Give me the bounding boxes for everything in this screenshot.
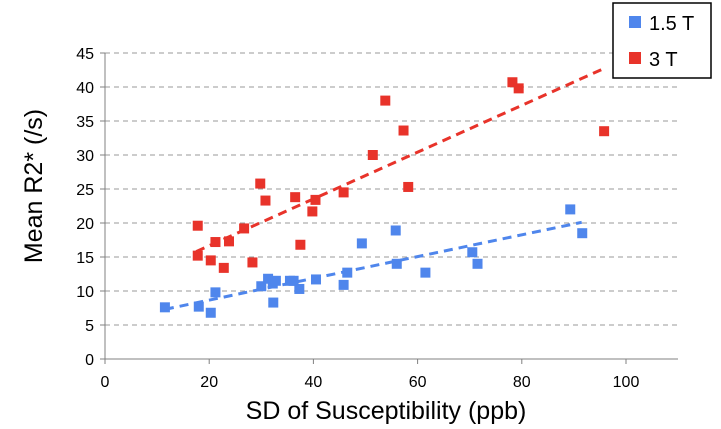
y-tick-label-5: 5 xyxy=(85,318,94,335)
data-point-s1-17 xyxy=(398,125,409,136)
x-axis-title: SD of Susceptibility (ppb) xyxy=(246,397,527,425)
x-tick-label-40: 40 xyxy=(305,374,323,391)
data-point-s1-9 xyxy=(260,195,271,206)
data-point-s0-7 xyxy=(268,297,279,308)
data-point-s1-14 xyxy=(338,187,349,198)
data-point-s0-18 xyxy=(420,267,431,278)
data-point-s0-2 xyxy=(205,307,216,318)
data-point-s0-3 xyxy=(210,287,221,298)
legend-marker-1-5t xyxy=(629,16,641,28)
y-tick-label-0: 0 xyxy=(85,352,94,369)
x-tick-label-20: 20 xyxy=(200,374,218,391)
data-point-s0-13 xyxy=(338,279,349,290)
data-point-s1-6 xyxy=(239,223,250,234)
data-point-s0-12 xyxy=(311,274,322,285)
y-tick-label-40: 40 xyxy=(76,80,94,97)
data-point-s0-22 xyxy=(577,228,588,239)
data-point-s1-16 xyxy=(380,95,391,106)
legend-label-1-5t: 1.5 T xyxy=(649,13,694,35)
data-point-s1-10 xyxy=(290,192,301,203)
data-point-s0-21 xyxy=(565,204,576,215)
y-tick-label-20: 20 xyxy=(76,216,94,233)
data-point-s1-0 xyxy=(192,220,203,231)
data-point-s1-3 xyxy=(210,237,221,248)
data-point-s0-17 xyxy=(391,258,402,269)
legend-marker-3t xyxy=(629,52,641,64)
data-point-s0-14 xyxy=(342,267,353,278)
data-point-s1-8 xyxy=(255,178,266,189)
data-point-s1-18 xyxy=(403,181,414,192)
data-point-s1-1 xyxy=(192,250,203,261)
data-point-s0-10 xyxy=(288,275,299,286)
data-point-s0-16 xyxy=(390,225,401,236)
y-axis-title: Mean R2* (/s) xyxy=(20,109,48,263)
x-tick-label-100: 100 xyxy=(613,374,640,391)
data-point-s0-4 xyxy=(256,281,267,292)
data-point-s0-20 xyxy=(472,258,483,269)
trendline-series-1 xyxy=(195,66,606,253)
data-point-s0-15 xyxy=(356,238,367,249)
y-tick-label-25: 25 xyxy=(76,182,94,199)
data-point-s0-0 xyxy=(159,302,170,313)
x-tick-label-60: 60 xyxy=(409,374,427,391)
data-points xyxy=(159,77,610,318)
data-point-s0-19 xyxy=(467,247,478,258)
data-point-s0-11 xyxy=(294,283,305,294)
data-point-s1-15 xyxy=(367,150,378,160)
data-point-s1-21 xyxy=(599,126,610,137)
axes xyxy=(100,52,678,364)
data-point-s1-12 xyxy=(307,206,318,217)
trendlines xyxy=(164,66,606,311)
data-point-s1-2 xyxy=(205,255,216,266)
y-tick-label-10: 10 xyxy=(76,284,94,301)
data-point-s0-1 xyxy=(193,301,204,312)
tick-labels: 0 5 10 15 20 25 30 35 40 45 0 20 40 60 80 100 xyxy=(76,46,639,391)
grid-lines xyxy=(105,52,678,326)
legend-label-3t: 3 T xyxy=(649,49,678,71)
legend: 1.5 T 3 T xyxy=(612,2,712,79)
data-point-s1-20 xyxy=(513,83,524,94)
data-point-s1-19 xyxy=(507,77,518,88)
y-tick-label-45: 45 xyxy=(76,46,94,63)
y-tick-label-30: 30 xyxy=(76,148,94,165)
data-point-s1-4 xyxy=(218,262,229,273)
data-point-s1-7 xyxy=(247,257,258,268)
data-point-s1-11 xyxy=(295,239,306,250)
legend-box xyxy=(612,2,712,79)
data-point-s1-13 xyxy=(310,194,321,205)
x-tick-label-0: 0 xyxy=(101,374,110,391)
y-tick-label-35: 35 xyxy=(76,114,94,131)
data-point-s1-5 xyxy=(223,236,234,247)
x-tick-label-80: 80 xyxy=(513,374,531,391)
data-point-s0-8 xyxy=(270,275,281,286)
trendline-series-0 xyxy=(164,220,583,311)
y-tick-label-15: 15 xyxy=(76,250,94,267)
